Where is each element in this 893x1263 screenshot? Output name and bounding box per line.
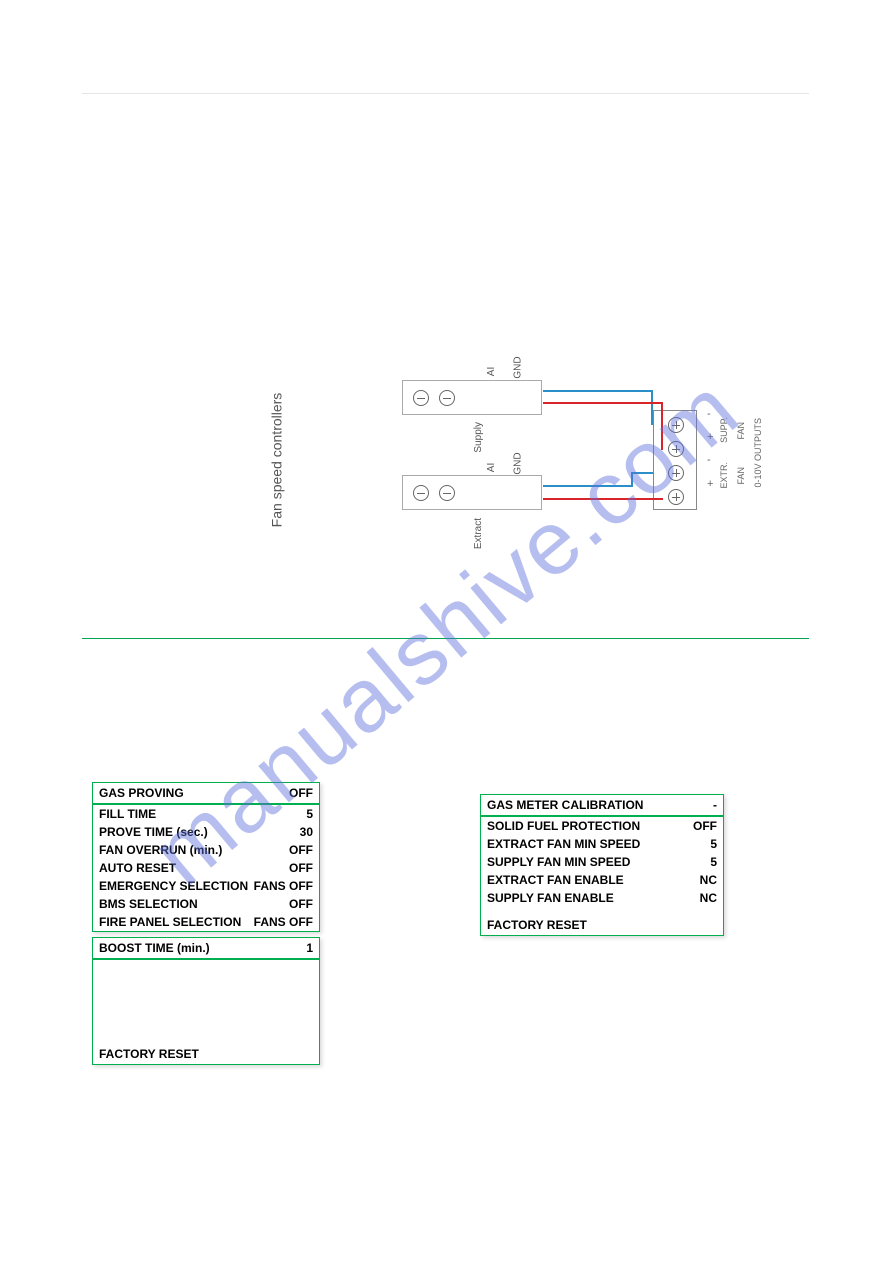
screw-icon <box>439 485 455 501</box>
settings-row: PROVE TIME (sec.) 30 <box>93 823 319 841</box>
pin-label: AI <box>486 367 497 376</box>
panel-header: GAS METER CALIBRATION - <box>481 795 723 817</box>
row-value: 30 <box>300 825 313 839</box>
screw-icon <box>668 417 684 433</box>
settings-row: AUTO RESET OFF <box>93 859 319 877</box>
output-labels: - + - + SUPP. EXTR. FAN FAN 0-10V OUTPUT… <box>707 408 764 498</box>
row-value: OFF <box>289 861 313 875</box>
green-divider <box>82 638 809 639</box>
pin-label: GND <box>513 356 524 378</box>
sign: + <box>707 431 713 444</box>
row-label: PROVE TIME (sec.) <box>99 825 208 839</box>
settings-row: SOLID FUEL PROTECTION OFF <box>481 817 723 835</box>
row-label: SUPPLY FAN ENABLE <box>487 891 614 905</box>
wire-ground <box>543 485 633 487</box>
pin-label: AI <box>486 463 497 472</box>
sign: - <box>707 454 713 467</box>
row-value: 5 <box>710 837 717 851</box>
settings-row: BMS SELECTION OFF <box>93 895 319 913</box>
row-value: NC <box>700 891 717 905</box>
row-label: FAN OVERRUN (min.) <box>99 843 222 857</box>
terminal-block-extract <box>402 475 542 510</box>
settings-row: EXTRACT FAN MIN SPEED 5 <box>481 835 723 853</box>
header-label: GAS PROVING <box>99 786 184 800</box>
terminal-block-supply <box>402 380 542 415</box>
row-value: FANS OFF <box>254 879 313 893</box>
row-value: 5 <box>710 855 717 869</box>
header-value: 1 <box>306 941 313 955</box>
screw-icon <box>413 390 429 406</box>
wire-signal <box>661 402 663 450</box>
wire-signal <box>543 498 663 500</box>
row-label: FILL TIME <box>99 807 156 821</box>
sign: + <box>707 478 713 491</box>
settings-row: SUPPLY FAN ENABLE NC <box>481 889 723 907</box>
row-label: SOLID FUEL PROTECTION <box>487 819 640 833</box>
row-value: OFF <box>289 897 313 911</box>
row-value: OFF <box>693 819 717 833</box>
factory-reset-label: FACTORY RESET <box>99 1047 199 1061</box>
settings-row: FAN OVERRUN (min.) OFF <box>93 841 319 859</box>
output-row-label: SUPP. <box>719 417 730 443</box>
screw-icon <box>413 485 429 501</box>
row-label: EMERGENCY SELECTION <box>99 879 248 893</box>
block-label-supply: Supply <box>473 422 484 453</box>
header-value: OFF <box>289 786 313 800</box>
row-value: OFF <box>289 843 313 857</box>
header-value: - <box>713 798 717 812</box>
settings-row: FILL TIME 5 <box>93 805 319 823</box>
row-value: NC <box>700 873 717 887</box>
settings-panel-gas-proving: GAS PROVING OFF FILL TIME 5 PROVE TIME (se… <box>92 782 320 932</box>
row-label: EXTRACT FAN ENABLE <box>487 873 624 887</box>
settings-panel-boost: BOOST TIME (min.) 1 FACTORY RESET <box>92 937 320 1065</box>
top-divider <box>82 93 809 94</box>
terminal-block-output <box>653 410 697 510</box>
panel-header: GAS PROVING OFF <box>93 783 319 805</box>
page: manualshive.com Fan speed controllers Su… <box>82 0 809 1263</box>
settings-row: EXTRACT FAN ENABLE NC <box>481 871 723 889</box>
output-row-label: FAN <box>736 422 747 440</box>
wire-signal <box>543 402 663 404</box>
header-label: GAS METER CALIBRATION <box>487 798 643 812</box>
block-label-extract: Extract <box>473 518 484 549</box>
wire-ground <box>543 390 653 392</box>
row-label: EXTRACT FAN MIN SPEED <box>487 837 640 851</box>
settings-row: EMERGENCY SELECTION FANS OFF <box>93 877 319 895</box>
output-group-label: 0-10V OUTPUTS <box>753 418 764 488</box>
factory-reset-label: FACTORY RESET <box>487 918 587 932</box>
pin-label: GND <box>513 452 524 474</box>
diagram-title: Fan speed controllers <box>268 393 284 528</box>
row-label: BMS SELECTION <box>99 897 198 911</box>
panel-header: BOOST TIME (min.) 1 <box>93 938 319 960</box>
header-label: BOOST TIME (min.) <box>99 941 210 955</box>
row-label: AUTO RESET <box>99 861 176 875</box>
wire-ground <box>651 390 653 425</box>
sign: - <box>707 408 713 421</box>
row-label: SUPPLY FAN MIN SPEED <box>487 855 630 869</box>
wire-ground <box>631 472 653 474</box>
row-value: FANS OFF <box>254 915 313 929</box>
settings-row: FIRE PANEL SELECTION FANS OFF <box>93 913 319 931</box>
settings-panel-gas-meter: GAS METER CALIBRATION - SOLID FUEL PROTE… <box>480 794 724 936</box>
settings-row: SUPPLY FAN MIN SPEED 5 <box>481 853 723 871</box>
wire-ground <box>631 472 633 487</box>
screw-icon <box>668 465 684 481</box>
output-row-label: EXTR. <box>719 462 730 489</box>
wiring-diagram: Fan speed controllers Supply Extract AI … <box>217 370 677 560</box>
row-value: 5 <box>306 807 313 821</box>
output-row-label: FAN <box>736 467 747 485</box>
screw-icon <box>668 489 684 505</box>
screw-icon <box>668 441 684 457</box>
row-label: FIRE PANEL SELECTION <box>99 915 241 929</box>
screw-icon <box>439 390 455 406</box>
